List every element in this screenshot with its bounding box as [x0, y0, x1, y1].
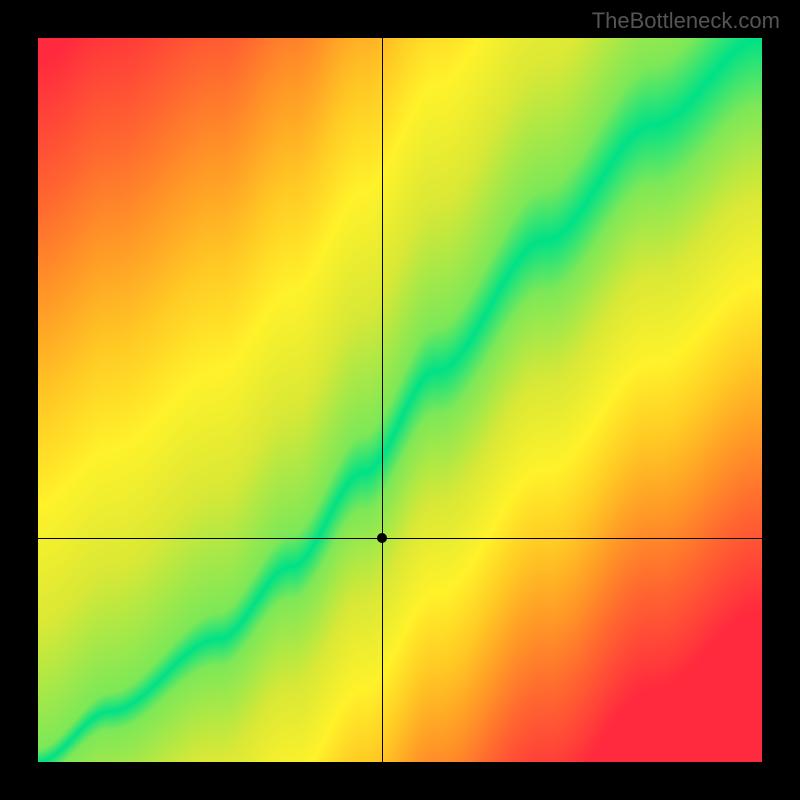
heatmap-canvas	[38, 38, 762, 762]
plot-area	[38, 38, 762, 762]
crosshair-marker-dot	[377, 533, 387, 543]
chart-container: TheBottleneck.com	[0, 0, 800, 800]
crosshair-horizontal	[38, 538, 762, 539]
watermark-text: TheBottleneck.com	[592, 8, 780, 34]
crosshair-vertical	[382, 38, 383, 762]
